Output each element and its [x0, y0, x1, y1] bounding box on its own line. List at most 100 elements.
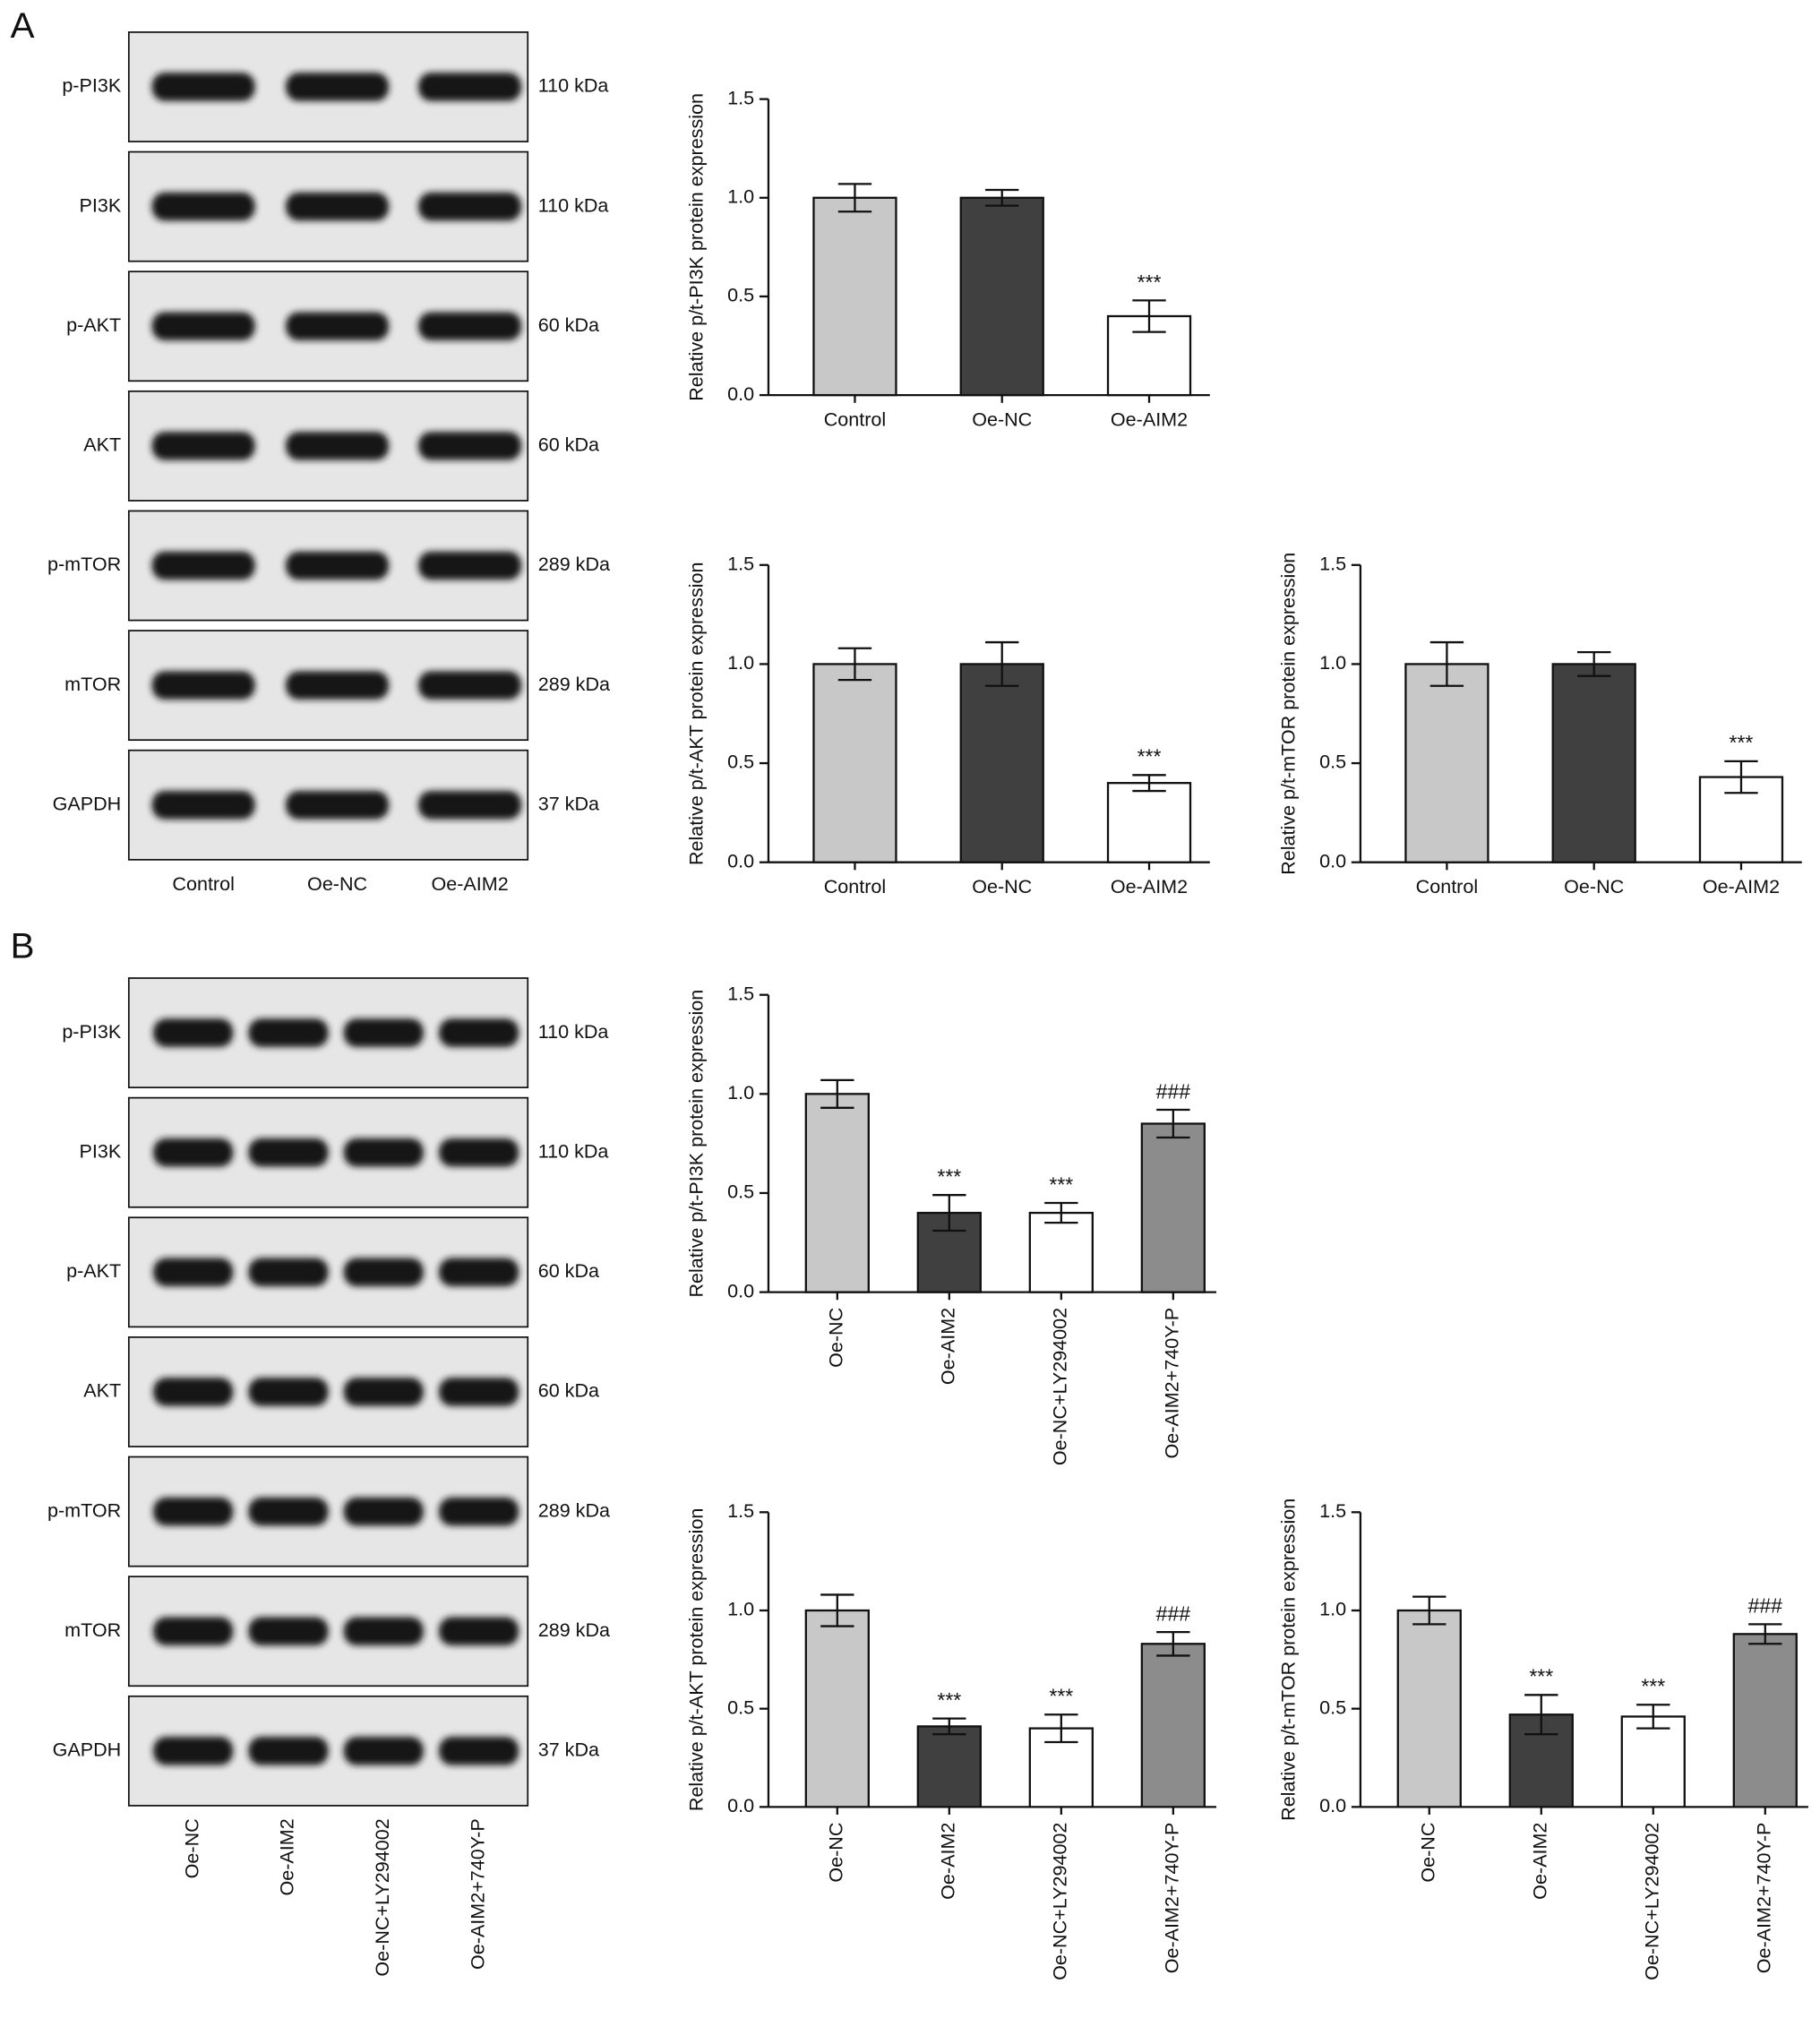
y-tick-label: 0.5 — [727, 284, 754, 306]
band — [418, 432, 522, 460]
band — [248, 1737, 329, 1765]
size-label: 289 kDa — [538, 673, 610, 695]
bar — [812, 663, 897, 863]
y-tick-label: 1.5 — [1319, 552, 1346, 574]
y-tick-label: 0.5 — [727, 1696, 754, 1718]
y-tick-label: 0.5 — [1319, 1696, 1346, 1718]
band — [439, 1497, 519, 1526]
band — [151, 73, 255, 101]
protein-label: AKT — [83, 1379, 121, 1402]
panel-letter: B — [11, 926, 35, 966]
y-tick-label: 1.5 — [727, 86, 754, 108]
lane-label: Oe-AIM2 — [276, 1818, 298, 1895]
lane-label: Oe-NC — [307, 872, 367, 895]
bar — [1404, 663, 1489, 863]
band — [286, 671, 390, 700]
significance-label: *** — [1138, 270, 1162, 294]
band — [151, 312, 255, 341]
protein-label: mTOR — [64, 1619, 121, 1641]
size-label: 110 kDa — [538, 1139, 609, 1162]
band — [153, 1737, 234, 1765]
y-tick-label: 1.0 — [727, 1598, 754, 1620]
y-tick-label: 1.5 — [727, 982, 754, 1004]
x-tick-label: Control — [824, 408, 886, 431]
panel-letter: A — [11, 5, 35, 46]
protein-label: p-mTOR — [47, 553, 121, 575]
band — [248, 1497, 329, 1526]
band — [248, 1018, 329, 1047]
band — [418, 790, 522, 820]
bar — [1140, 1643, 1206, 1808]
y-tick-label: 1.0 — [727, 1081, 754, 1103]
band — [439, 1018, 519, 1047]
x-tick-label: Oe-NC — [1564, 875, 1624, 897]
y-tick-label: 0.5 — [727, 751, 754, 773]
band — [439, 1138, 519, 1167]
size-label: 60 kDa — [538, 434, 599, 456]
y-tick-label: 1.0 — [1319, 651, 1346, 674]
x-tick-label: Oe-NC — [825, 1823, 847, 1883]
y-tick-label: 1.0 — [727, 651, 754, 674]
bar — [959, 196, 1044, 397]
size-label: 110 kDa — [538, 1020, 609, 1043]
size-label: 289 kDa — [538, 1498, 610, 1521]
protein-label: mTOR — [64, 673, 121, 695]
x-tick-label: Oe-NC+LY294002 — [1640, 1823, 1662, 1980]
band — [153, 1258, 234, 1287]
band — [153, 1378, 234, 1406]
y-tick-label: 0.0 — [727, 1279, 754, 1301]
band — [343, 1378, 424, 1406]
band — [151, 192, 255, 221]
x-tick-label: Oe-NC+LY294002 — [1049, 1308, 1071, 1465]
band — [286, 73, 390, 101]
significance-label: *** — [1049, 1172, 1073, 1196]
y-axis-label: Relative p/t-mTOR protein expression — [1277, 1498, 1300, 1821]
x-tick-label: Control — [1416, 875, 1478, 897]
bar — [1396, 1609, 1462, 1808]
protein-label: PI3K — [79, 1139, 121, 1162]
significance-label: ### — [1156, 1079, 1191, 1103]
significance-label: *** — [1529, 1665, 1553, 1688]
y-tick-label: 1.5 — [727, 1499, 754, 1522]
y-tick-label: 0.0 — [1319, 849, 1346, 872]
band — [153, 1617, 234, 1646]
band — [343, 1138, 424, 1167]
band — [343, 1737, 424, 1765]
x-tick-label: Oe-NC — [972, 408, 1032, 431]
bar — [1106, 782, 1192, 863]
y-axis-label: Relative p/t-AKT protein expression — [685, 1508, 708, 1812]
y-tick-label: 1.5 — [727, 552, 754, 574]
y-tick-label: 1.0 — [1319, 1598, 1346, 1620]
band — [418, 551, 522, 580]
y-tick-label: 0.5 — [1319, 751, 1346, 773]
x-tick-label: Oe-AIM2 — [1111, 875, 1188, 897]
band — [286, 312, 390, 341]
size-label: 110 kDa — [538, 193, 609, 216]
x-tick-label: Oe-NC — [972, 875, 1032, 897]
band — [286, 551, 390, 580]
size-label: 60 kDa — [538, 313, 599, 336]
band — [418, 73, 522, 101]
band — [343, 1258, 424, 1287]
band — [248, 1617, 329, 1646]
y-tick-label: 0.0 — [727, 382, 754, 405]
band — [151, 432, 255, 460]
band — [153, 1018, 234, 1047]
protein-label: p-AKT — [66, 313, 121, 336]
band — [343, 1617, 424, 1646]
size-label: 289 kDa — [538, 553, 610, 575]
band — [439, 1378, 519, 1406]
band — [418, 192, 522, 221]
protein-label: p-AKT — [66, 1259, 121, 1282]
bar — [804, 1609, 870, 1808]
significance-label: *** — [937, 1165, 961, 1189]
x-tick-label: Oe-NC — [1416, 1823, 1438, 1883]
y-axis-label: Relative p/t-AKT protein expression — [685, 562, 708, 865]
bar — [1551, 663, 1636, 863]
bar — [1620, 1715, 1686, 1808]
band — [151, 790, 255, 820]
significance-label: *** — [937, 1688, 961, 1712]
significance-label: *** — [1049, 1685, 1073, 1708]
protein-label: GAPDH — [53, 792, 122, 814]
